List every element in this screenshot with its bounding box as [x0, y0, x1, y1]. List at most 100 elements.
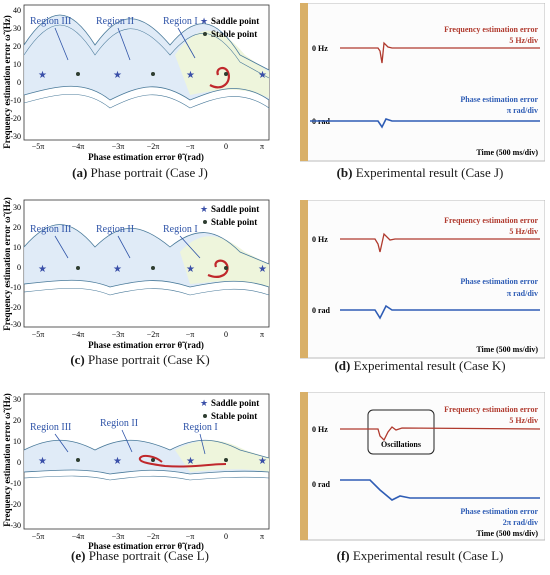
- freq-zero-label: 0 Hz: [312, 425, 328, 434]
- svg-text:π: π: [260, 142, 264, 151]
- time-label: Time (500 ms/div): [476, 345, 538, 354]
- separatrix-upper: [23, 14, 270, 71]
- x-tick-labels: −5π −4π −3π −2π −π 0 π: [32, 142, 264, 151]
- phase-zero-label: 0 rad: [312, 480, 331, 489]
- scope-left-border: [300, 200, 308, 358]
- legend-stable-icon: [203, 32, 207, 36]
- y-axis-label: Frequency estimation error ω̃ (Hz): [2, 393, 12, 527]
- saddle-point-marker: ★: [38, 70, 47, 81]
- svg-text:−5π: −5π: [32, 532, 45, 541]
- stable-point-marker: [224, 72, 228, 76]
- region-label: Region I: [183, 422, 218, 433]
- trajectory: [207, 259, 229, 278]
- legend-saddle-icon: ★: [200, 398, 208, 408]
- y-axis-label: Frequency estimation error ω̃ (Hz): [2, 15, 12, 149]
- saddle-point-marker: ★: [113, 70, 122, 81]
- region-label: Region III: [30, 224, 71, 235]
- phase-title: Phase estimation error: [460, 277, 538, 286]
- svg-text:-10: -10: [10, 283, 21, 292]
- svg-text:−2π: −2π: [147, 532, 160, 541]
- svg-text:0: 0: [224, 142, 228, 151]
- separatrix-lower-2: [23, 93, 270, 109]
- oscillation-label: Oscillations: [381, 440, 421, 449]
- svg-text:−π: −π: [186, 532, 195, 541]
- x-axis-label: Phase estimation error θ̃ (rad): [88, 541, 204, 551]
- svg-text:π: π: [260, 532, 264, 541]
- trajectory: [209, 66, 230, 89]
- region-arrow: [54, 235, 69, 259]
- legend-stable-label: Stable point: [211, 217, 257, 227]
- svg-text:40: 40: [13, 6, 21, 15]
- legend-saddle-label: Saddle point: [211, 16, 259, 26]
- svg-text:30: 30: [13, 395, 21, 404]
- separatrix-lower: [23, 469, 270, 475]
- saddle-point-marker: ★: [186, 456, 195, 467]
- freq-scale: 5 Hz/div: [509, 227, 538, 236]
- region-arrow: [117, 235, 131, 259]
- region-arrow: [54, 433, 69, 453]
- row-case-k: Frequency estimation error ω̃ (Hz) ★ ★ ★…: [0, 192, 550, 382]
- caption-a: (a) Phase portrait (Case J): [72, 165, 208, 180]
- svg-text:0: 0: [17, 458, 21, 467]
- svg-text:10: 10: [13, 243, 21, 252]
- svg-text:-10: -10: [10, 479, 21, 488]
- caption-e: (e) Phase portrait (Case L): [71, 548, 209, 563]
- phase-portrait-plot: Frequency estimation error ω̃ (Hz) ★ ★ ★…: [2, 393, 270, 551]
- svg-text:20: 20: [13, 223, 21, 232]
- region-i-fill: [175, 440, 269, 472]
- saddle-point-marker: ★: [186, 70, 195, 81]
- region-label: Region I: [163, 224, 198, 235]
- panel-d-scope: 0 Hz 0 rad Frequency estimation error 5 …: [299, 199, 546, 360]
- scope-screen: [299, 391, 546, 541]
- scope-left-border: [300, 3, 308, 161]
- phase-portrait-plot: Frequency estimation error ω̃ (Hz) ★ ★ ★…: [2, 197, 270, 350]
- freq-scale: 5 Hz/div: [509, 416, 538, 425]
- panel-c-phase-portrait: Frequency estimation error ω̃ (Hz) ★ ★ ★…: [0, 192, 275, 382]
- svg-text:10: 10: [13, 60, 21, 69]
- stable-point-marker: [151, 266, 155, 270]
- x-tick-labels: −5π −4π −3π −2π −π 0 π: [32, 532, 264, 541]
- region-arrow: [177, 27, 196, 59]
- svg-text:−5π: −5π: [32, 330, 45, 339]
- saddle-point-marker: ★: [38, 264, 47, 275]
- stable-point-marker: [151, 458, 155, 462]
- region-label: Region III: [30, 422, 71, 433]
- panel-e-phase-portrait: Frequency estimation error ω̃ (Hz) ★ ★ ★…: [0, 382, 275, 570]
- svg-text:0: 0: [17, 263, 21, 272]
- svg-text:−3π: −3π: [112, 532, 125, 541]
- caption-c: (c) Phase portrait (Case K): [70, 352, 210, 367]
- svg-text:−π: −π: [186, 330, 195, 339]
- oscilloscope-capture: 0 Hz 0 rad Oscillations Frequency estima…: [299, 391, 546, 541]
- svg-text:-30: -30: [10, 132, 21, 141]
- svg-text:−4π: −4π: [72, 142, 85, 151]
- svg-text:−4π: −4π: [72, 532, 85, 541]
- svg-text:20: 20: [13, 416, 21, 425]
- phase-scale: 2π rad/div: [503, 518, 538, 527]
- y-tick-labels: 40 30 20 10 0 -10 -20 -30: [10, 6, 21, 141]
- phase-portrait-plot: Frequency estimation error ω̃ (Hz) ★ ★ ★…: [2, 4, 270, 162]
- x-axis-label: Phase estimation error θ̃ (rad): [88, 152, 204, 162]
- freq-title: Frequency estimation error: [444, 405, 538, 414]
- x-axis-label: Phase estimation error θ̃ (rad): [88, 340, 204, 350]
- saddle-point-marker: ★: [38, 456, 47, 467]
- svg-text:−3π: −3π: [112, 330, 125, 339]
- svg-text:20: 20: [13, 42, 21, 51]
- trajectory: [138, 454, 227, 468]
- separatrix-lower-2: [23, 287, 270, 296]
- svg-text:0: 0: [224, 532, 228, 541]
- y-tick-labels: 30 20 10 0 -10 -20 -30: [10, 395, 21, 530]
- region-arrow: [199, 433, 206, 455]
- caption-f: (f) Experimental result (Case L): [336, 548, 504, 563]
- legend-saddle-icon: ★: [200, 204, 208, 214]
- freq-title: Frequency estimation error: [444, 25, 538, 34]
- svg-text:0: 0: [224, 330, 228, 339]
- panel-b-scope: 0 Hz 0 rad Frequency estimation error 5 …: [299, 2, 546, 163]
- row-case-j: Frequency estimation error ω̃ (Hz) ★ ★ ★…: [0, 0, 550, 190]
- stable-point-marker: [76, 458, 80, 462]
- freq-title: Frequency estimation error: [444, 216, 538, 225]
- svg-text:−π: −π: [186, 142, 195, 151]
- svg-text:−4π: −4π: [72, 330, 85, 339]
- separatrix-lower-2: [23, 475, 270, 481]
- svg-text:-20: -20: [10, 500, 21, 509]
- phase-trace: [340, 304, 540, 320]
